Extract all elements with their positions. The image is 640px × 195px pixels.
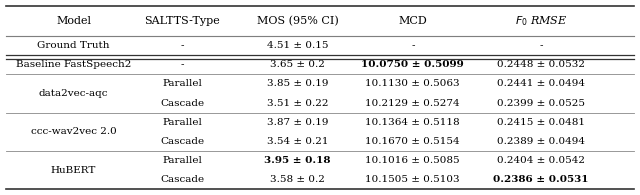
Text: 0.2415 ± 0.0481: 0.2415 ± 0.0481 [497,118,585,127]
Text: 0.2404 ± 0.0542: 0.2404 ± 0.0542 [497,156,585,165]
Text: 3.51 ± 0.22: 3.51 ± 0.22 [267,98,328,108]
Text: 0.2448 ± 0.0532: 0.2448 ± 0.0532 [497,60,585,69]
Text: 3.58 ± 0.2: 3.58 ± 0.2 [270,175,325,184]
Text: MCD: MCD [399,16,427,26]
Text: -: - [539,41,543,50]
Text: 10.2129 ± 0.5274: 10.2129 ± 0.5274 [365,98,460,108]
Text: 0.2399 ± 0.0525: 0.2399 ± 0.0525 [497,98,585,108]
Text: MOS (95% CI): MOS (95% CI) [257,16,339,26]
Text: ccc-wav2vec 2.0: ccc-wav2vec 2.0 [31,127,116,136]
Text: 3.85 ± 0.19: 3.85 ± 0.19 [267,79,328,88]
Text: 3.95 ± 0.18: 3.95 ± 0.18 [264,156,331,165]
Text: 3.65 ± 0.2: 3.65 ± 0.2 [270,60,325,69]
Text: Baseline FastSpeech2: Baseline FastSpeech2 [16,60,131,69]
Text: Model: Model [56,16,91,26]
Text: 4.51 ± 0.15: 4.51 ± 0.15 [267,41,328,50]
Text: Ground Truth: Ground Truth [37,41,110,50]
Text: 10.1364 ± 0.5118: 10.1364 ± 0.5118 [365,118,460,127]
Text: 0.2386 ± 0.0531: 0.2386 ± 0.0531 [493,175,589,184]
Text: 10.1670 ± 0.5154: 10.1670 ± 0.5154 [365,137,460,146]
Text: Cascade: Cascade [161,137,204,146]
Text: Cascade: Cascade [161,98,204,108]
Text: 3.54 ± 0.21: 3.54 ± 0.21 [267,137,328,146]
Text: 3.87 ± 0.19: 3.87 ± 0.19 [267,118,328,127]
Text: 10.1130 ± 0.5063: 10.1130 ± 0.5063 [365,79,460,88]
Text: Parallel: Parallel [163,118,202,127]
Text: data2vec-aqc: data2vec-aqc [39,89,108,98]
Text: Parallel: Parallel [163,79,202,88]
Text: -: - [180,41,184,50]
Text: Parallel: Parallel [163,156,202,165]
Text: SALTTS-Type: SALTTS-Type [145,16,220,26]
Text: $F_0$ RMSE: $F_0$ RMSE [515,14,567,28]
Text: HuBERT: HuBERT [51,166,96,175]
Text: Cascade: Cascade [161,175,204,184]
Text: -: - [411,41,415,50]
Text: 0.2389 ± 0.0494: 0.2389 ± 0.0494 [497,137,585,146]
Text: 10.0750 ± 0.5099: 10.0750 ± 0.5099 [362,60,464,69]
Text: 0.2441 ± 0.0494: 0.2441 ± 0.0494 [497,79,585,88]
Text: 10.1505 ± 0.5103: 10.1505 ± 0.5103 [365,175,460,184]
Text: -: - [180,60,184,69]
Text: 10.1016 ± 0.5085: 10.1016 ± 0.5085 [365,156,460,165]
